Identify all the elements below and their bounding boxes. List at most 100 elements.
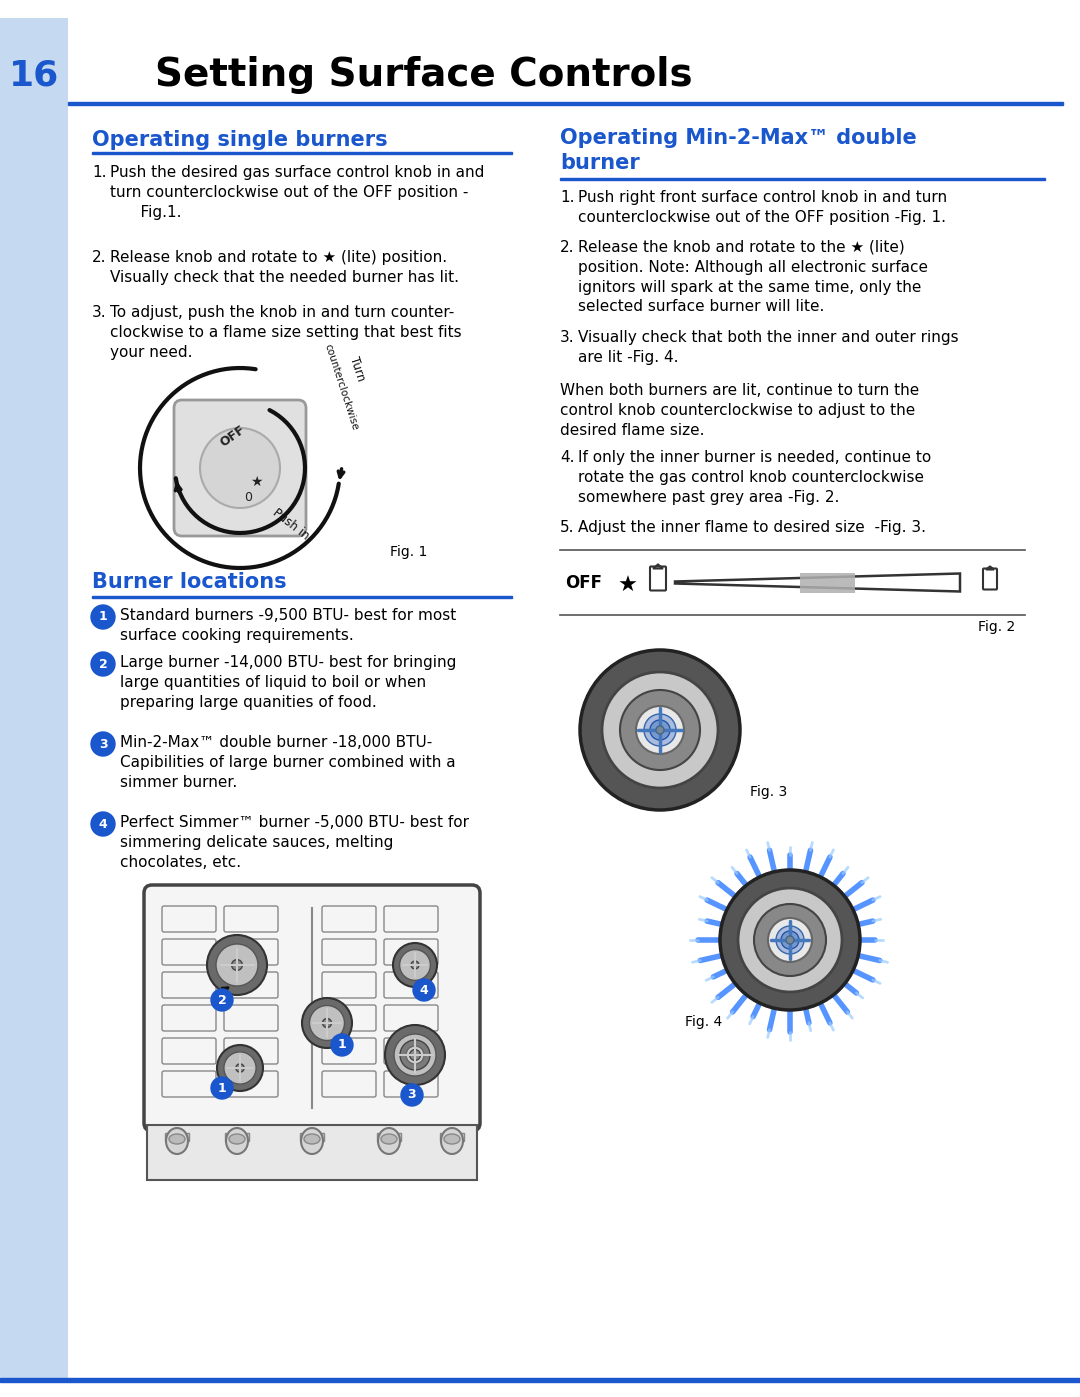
Circle shape: [656, 726, 664, 733]
Ellipse shape: [444, 1134, 460, 1144]
Text: 3.: 3.: [561, 330, 575, 345]
Text: Push the desired gas surface control knob in and
turn counterclockwise out of th: Push the desired gas surface control kno…: [110, 165, 484, 219]
Circle shape: [620, 690, 700, 770]
Circle shape: [323, 1018, 332, 1028]
Text: Push right front surface control knob in and turn
counterclockwise out of the OF: Push right front surface control knob in…: [578, 190, 947, 225]
Text: 2: 2: [218, 993, 227, 1006]
Circle shape: [650, 719, 670, 740]
Bar: [800, 573, 855, 592]
Circle shape: [401, 1084, 423, 1106]
Circle shape: [413, 979, 435, 1002]
Ellipse shape: [381, 1134, 397, 1144]
Text: Fig. 1: Fig. 1: [390, 545, 428, 559]
Text: OFF: OFF: [565, 574, 602, 591]
Text: Release knob and rotate to ★ (lite) position.
Visually check that the needed bur: Release knob and rotate to ★ (lite) posi…: [110, 250, 459, 285]
Text: Fig. 4: Fig. 4: [685, 1016, 723, 1030]
Circle shape: [217, 1045, 264, 1091]
Text: 1.: 1.: [561, 190, 575, 205]
Circle shape: [738, 888, 842, 992]
Bar: [147, 1125, 477, 1180]
Text: 2.: 2.: [92, 250, 107, 265]
Text: 4: 4: [420, 983, 429, 996]
Circle shape: [393, 943, 437, 988]
Circle shape: [777, 926, 804, 954]
Circle shape: [231, 960, 242, 971]
Text: Perfect Simmer™ burner -5,000 BTU- best for
simmering delicate sauces, melting
c: Perfect Simmer™ burner -5,000 BTU- best …: [120, 814, 469, 869]
Circle shape: [91, 732, 114, 756]
Text: ★: ★: [618, 576, 638, 595]
Circle shape: [211, 1077, 233, 1099]
Circle shape: [409, 1049, 420, 1060]
Text: 4: 4: [98, 817, 107, 830]
Text: 2: 2: [98, 658, 107, 671]
Text: Standard burners -9,500 BTU- best for most
surface cooking requirements.: Standard burners -9,500 BTU- best for mo…: [120, 608, 456, 643]
Circle shape: [644, 714, 676, 746]
Bar: [92, 152, 512, 154]
Text: 1.: 1.: [92, 165, 107, 180]
Text: Min-2-Max™ double burner -18,000 BTU-
Capibilities of large burner combined with: Min-2-Max™ double burner -18,000 BTU- Ca…: [120, 735, 456, 789]
Circle shape: [224, 1052, 256, 1084]
Circle shape: [400, 950, 431, 981]
Text: Fig. 3: Fig. 3: [750, 785, 787, 799]
Text: ★: ★: [249, 475, 262, 489]
Bar: [68, 102, 1063, 105]
Text: Release the knob and rotate to the ★ (lite)
position. Note: Although all electro: Release the knob and rotate to the ★ (li…: [578, 240, 928, 314]
Text: 5.: 5.: [561, 520, 575, 535]
Text: 0: 0: [244, 490, 252, 504]
Circle shape: [200, 427, 280, 509]
Text: If only the inner burner is needed, continue to
rotate the gas control knob coun: If only the inner burner is needed, cont…: [578, 450, 931, 504]
Text: 3: 3: [407, 1088, 416, 1101]
Circle shape: [211, 989, 233, 1011]
Circle shape: [636, 705, 684, 754]
Text: Turn: Turn: [347, 355, 367, 383]
Circle shape: [580, 650, 740, 810]
Bar: [0, 1377, 1080, 1382]
Ellipse shape: [301, 1127, 323, 1154]
Bar: [225, 1133, 249, 1141]
Circle shape: [406, 1046, 424, 1065]
Circle shape: [400, 1039, 430, 1070]
Text: 1: 1: [218, 1081, 227, 1094]
Circle shape: [768, 918, 812, 963]
Circle shape: [91, 652, 114, 676]
Circle shape: [384, 1025, 445, 1085]
Text: 3.: 3.: [92, 305, 107, 320]
Text: burner: burner: [561, 154, 639, 173]
Bar: [92, 597, 512, 598]
Circle shape: [91, 812, 114, 835]
Circle shape: [754, 904, 826, 977]
FancyBboxPatch shape: [144, 886, 480, 1132]
Text: Large burner -14,000 BTU- best for bringing
large quantities of liquid to boil o: Large burner -14,000 BTU- best for bring…: [120, 655, 457, 710]
Text: Setting Surface Controls: Setting Surface Controls: [156, 56, 692, 94]
Text: 16: 16: [9, 59, 59, 92]
Text: 2.: 2.: [561, 240, 575, 256]
Circle shape: [330, 1034, 353, 1056]
Ellipse shape: [229, 1134, 245, 1144]
Bar: [440, 1133, 464, 1141]
Ellipse shape: [441, 1127, 463, 1154]
Circle shape: [602, 672, 718, 788]
Circle shape: [302, 997, 352, 1048]
Circle shape: [720, 870, 860, 1010]
Text: When both burners are lit, continue to turn the
control knob counterclockwise to: When both burners are lit, continue to t…: [561, 383, 919, 437]
Circle shape: [216, 944, 258, 986]
Text: Operating single burners: Operating single burners: [92, 130, 388, 149]
Bar: [300, 1133, 324, 1141]
Circle shape: [394, 1034, 436, 1076]
Text: 4.: 4.: [561, 450, 575, 465]
FancyBboxPatch shape: [174, 400, 306, 536]
Circle shape: [411, 961, 419, 970]
Ellipse shape: [303, 1134, 320, 1144]
Ellipse shape: [226, 1127, 248, 1154]
Text: counterclockwise: counterclockwise: [322, 342, 360, 432]
Circle shape: [310, 1006, 345, 1041]
Circle shape: [207, 935, 267, 995]
Ellipse shape: [378, 1127, 400, 1154]
Text: 3: 3: [98, 738, 107, 750]
Bar: [377, 1133, 401, 1141]
Text: Visually check that both the inner and outer rings
are lit -Fig. 4.: Visually check that both the inner and o…: [578, 330, 959, 365]
Text: Fig. 2: Fig. 2: [977, 620, 1015, 634]
Text: Push in: Push in: [270, 507, 311, 543]
Ellipse shape: [168, 1134, 185, 1144]
Circle shape: [91, 605, 114, 629]
